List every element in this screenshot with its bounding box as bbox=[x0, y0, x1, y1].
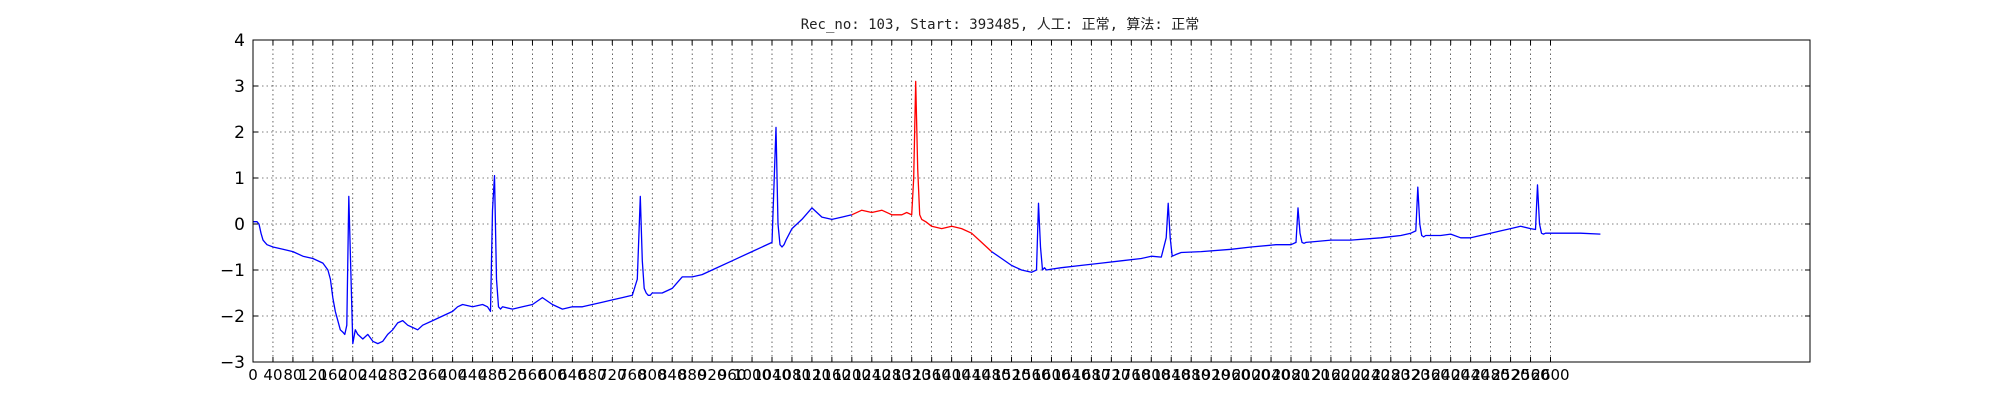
y-tick-label: 3 bbox=[234, 77, 245, 97]
x-tick-label: 760 bbox=[618, 366, 647, 384]
plot-frame bbox=[252, 39, 1811, 363]
x-tick-label: 1000 bbox=[733, 366, 771, 384]
x-tick-label: 520 bbox=[498, 366, 527, 384]
x-tick-label: 1320 bbox=[893, 366, 931, 384]
x-tick-label: 2080 bbox=[1272, 366, 1310, 384]
x-tick-label: 680 bbox=[578, 366, 607, 384]
x-tick-label: 2160 bbox=[1312, 366, 1350, 384]
x-tick-label: 1760 bbox=[1112, 366, 1150, 384]
x-tick-label: 2000 bbox=[1232, 366, 1270, 384]
x-tick-label: 1440 bbox=[953, 366, 991, 384]
x-tick-label: 120 bbox=[299, 366, 328, 384]
x-tick-label: 480 bbox=[478, 366, 507, 384]
series-line-3 bbox=[991, 184, 1601, 273]
x-tick-label: 2400 bbox=[1432, 366, 1470, 384]
x-tick-label: 1120 bbox=[793, 366, 831, 384]
x-tick-label: 2200 bbox=[1332, 366, 1370, 384]
x-tick-label: 2520 bbox=[1491, 366, 1529, 384]
y-tick-label: −1 bbox=[220, 261, 245, 281]
x-tick-label: 1960 bbox=[1212, 366, 1250, 384]
x-tick-label: 1920 bbox=[1192, 366, 1230, 384]
x-tick-label: 1480 bbox=[972, 366, 1010, 384]
x-tick-label: 1400 bbox=[933, 366, 971, 384]
x-tick-label: 2120 bbox=[1292, 366, 1330, 384]
series-lines bbox=[253, 80, 1601, 345]
x-tick-label: 2040 bbox=[1252, 366, 1290, 384]
x-tick-label: 1360 bbox=[913, 366, 951, 384]
x-tick-label: 1600 bbox=[1032, 366, 1070, 384]
x-tick-label: 1200 bbox=[833, 366, 871, 384]
x-tick-label: 840 bbox=[658, 366, 687, 384]
x-tick-label: 0 bbox=[248, 366, 258, 384]
series-line-1 bbox=[253, 126, 852, 345]
tick-labels: 0 40 8012016020024028032036040044048052056… bbox=[220, 31, 1570, 384]
x-tick-label: 160 bbox=[319, 366, 348, 384]
x-tick-label: 2480 bbox=[1472, 366, 1510, 384]
x-tick-label: 960 bbox=[718, 366, 747, 384]
x-tick-label: 880 bbox=[678, 366, 707, 384]
x-tick-label: 1040 bbox=[753, 366, 791, 384]
tick-marks bbox=[252, 39, 1810, 363]
y-tick-label: −2 bbox=[220, 307, 245, 327]
y-tick-label: 4 bbox=[234, 31, 245, 51]
x-tick-label: 2440 bbox=[1452, 366, 1490, 384]
x-tick-label: 600 bbox=[538, 366, 567, 384]
series-line-2 bbox=[851, 80, 993, 253]
x-tick-label: 1160 bbox=[813, 366, 851, 384]
x-tick-label: 200 bbox=[338, 366, 367, 384]
x-tick-label: 40 bbox=[263, 366, 282, 384]
x-tick-label: 1840 bbox=[1152, 366, 1190, 384]
grid-lines bbox=[253, 40, 1810, 362]
x-tick-label: 80 bbox=[283, 366, 302, 384]
chart-title: Rec_no: 103, Start: 393485, 人工: 正常, 算法: … bbox=[800, 17, 1200, 33]
x-tick-label: 280 bbox=[378, 366, 407, 384]
y-tick-label: 1 bbox=[234, 169, 245, 189]
x-tick-label: 920 bbox=[698, 366, 727, 384]
x-tick-label: 1560 bbox=[1012, 366, 1050, 384]
y-tick-label: −3 bbox=[220, 353, 245, 373]
x-tick-label: 1520 bbox=[992, 366, 1030, 384]
x-tick-label: 1800 bbox=[1132, 366, 1170, 384]
x-tick-label: 640 bbox=[558, 366, 587, 384]
x-tick-label: 440 bbox=[458, 366, 487, 384]
y-tick-label: 0 bbox=[234, 215, 245, 235]
x-tick-label: 360 bbox=[418, 366, 447, 384]
x-tick-label: 1240 bbox=[853, 366, 891, 384]
x-tick-label: 1640 bbox=[1052, 366, 1090, 384]
x-tick-label: 2360 bbox=[1412, 366, 1450, 384]
x-tick-label: 2600 bbox=[1531, 366, 1569, 384]
x-tick-label: 1720 bbox=[1092, 366, 1130, 384]
x-tick-label: 1680 bbox=[1072, 366, 1110, 384]
x-tick-label: 2320 bbox=[1392, 366, 1430, 384]
x-tick-label: 2280 bbox=[1372, 366, 1410, 384]
x-tick-label: 240 bbox=[358, 366, 387, 384]
x-tick-label: 1280 bbox=[873, 366, 911, 384]
x-tick-label: 800 bbox=[638, 366, 667, 384]
x-tick-label: 1880 bbox=[1172, 366, 1210, 384]
x-tick-label: 400 bbox=[438, 366, 467, 384]
y-tick-label: 2 bbox=[234, 123, 245, 143]
x-tick-label: 320 bbox=[398, 366, 427, 384]
x-tick-label: 720 bbox=[598, 366, 627, 384]
x-tick-label: 2240 bbox=[1352, 366, 1390, 384]
x-tick-label: 1080 bbox=[773, 366, 811, 384]
x-tick-label: 560 bbox=[518, 366, 547, 384]
x-tick-label: 2560 bbox=[1511, 366, 1549, 384]
